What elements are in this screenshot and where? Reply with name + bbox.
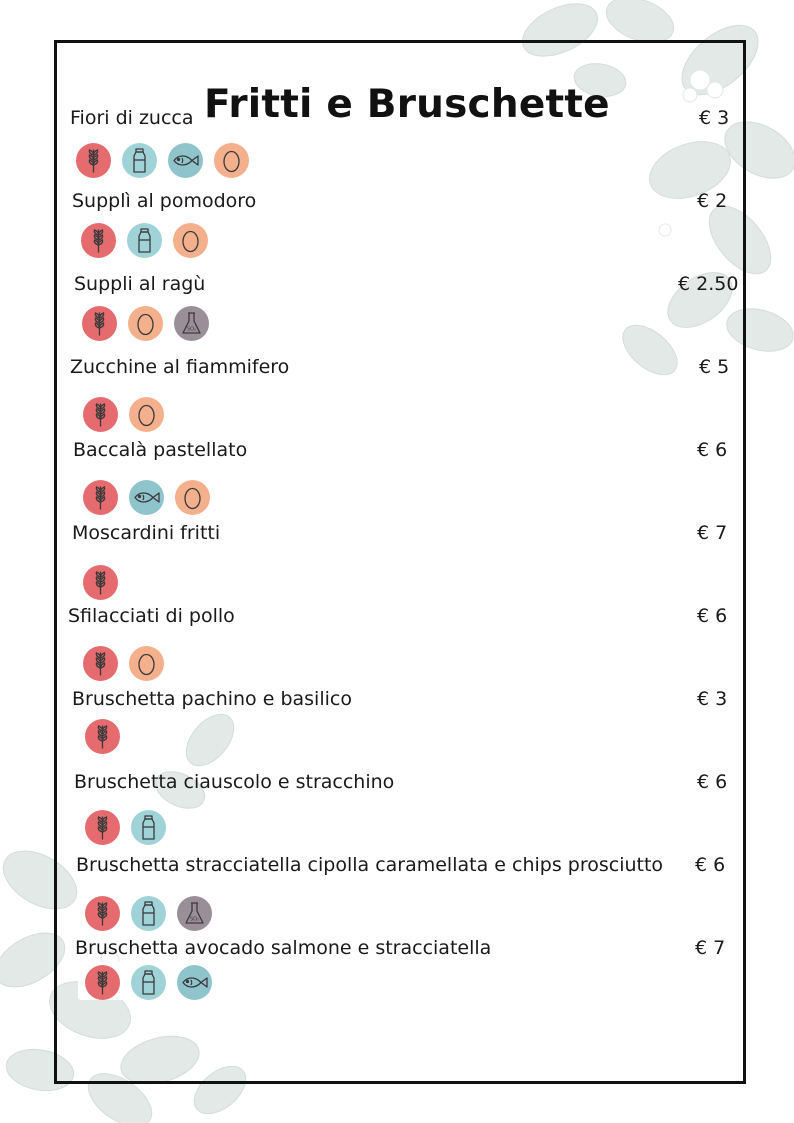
- menu-item: Sfilacciati di pollo € 6: [0, 0, 794, 681]
- milk-icon: [131, 810, 166, 845]
- menu-item-name: Supplì al pomodoro: [72, 190, 257, 212]
- menu-item: Bruschetta ciauscolo e stracchino € 6: [0, 0, 794, 846]
- egg-icon: [129, 646, 164, 681]
- menu-item: Zucchine al fiammifero € 5: [0, 0, 794, 432]
- fish-icon: [168, 143, 203, 178]
- menu-item: Suppli al ragù € 2.50 SO₂: [0, 0, 794, 341]
- menu-item: Bruschetta stracciatella cipolla caramel…: [0, 0, 794, 931]
- menu-item-price: € 6: [697, 605, 728, 627]
- sulphite-icon: SO₂: [177, 896, 212, 931]
- menu-item-name: Fiori di zucca: [70, 107, 194, 129]
- egg-icon: [173, 223, 208, 258]
- menu-item-price: € 2.50: [678, 273, 739, 295]
- menu-item-price: € 6: [697, 771, 728, 793]
- egg-icon: [214, 143, 249, 178]
- menu-item: Baccalà pastellato € 6: [0, 0, 794, 515]
- gluten-icon: [85, 719, 120, 754]
- gluten-icon: [81, 223, 116, 258]
- menu-frame: [54, 40, 746, 1084]
- sulphite-icon: SO₂: [174, 306, 209, 341]
- egg-icon: [129, 397, 164, 432]
- gluten-icon: [83, 565, 118, 600]
- menu-item-name: Bruschetta pachino e basilico: [72, 688, 352, 710]
- gluten-icon: [83, 646, 118, 681]
- menu-item-name: Bruschetta stracciatella cipolla caramel…: [76, 854, 664, 876]
- milk-icon: [122, 143, 157, 178]
- menu-item-name: Moscardini fritti: [72, 522, 221, 544]
- egg-icon: [175, 480, 210, 515]
- svg-text:SO₂: SO₂: [187, 327, 196, 333]
- menu-item-name: Bruschetta avocado salmone e stracciatel…: [75, 937, 492, 959]
- gluten-icon: [82, 306, 117, 341]
- menu-item-price: € 5: [699, 356, 730, 378]
- menu-item-price: € 3: [697, 688, 728, 710]
- menu-item-price: € 2: [697, 190, 728, 212]
- milk-icon: [127, 223, 162, 258]
- gluten-icon: [76, 143, 111, 178]
- fish-icon: [177, 965, 212, 1000]
- menu-item-price: € 7: [695, 937, 726, 959]
- menu-item: Bruschetta avocado salmone e stracciatel…: [0, 0, 794, 1000]
- menu-item-price: € 3: [699, 107, 730, 129]
- svg-text:SO₂: SO₂: [190, 917, 199, 923]
- gluten-icon: [85, 810, 120, 845]
- menu-item: Fiori di zucca € 3: [0, 0, 794, 178]
- menu-item: Supplì al pomodoro € 2: [0, 0, 794, 258]
- menu-item-price: € 6: [695, 854, 726, 876]
- page-title: Fritti e Bruschette: [204, 82, 610, 127]
- menu-item: Bruschetta pachino e basilico € 3: [0, 0, 794, 754]
- menu-item-name: Sfilacciati di pollo: [68, 605, 235, 627]
- gluten-icon: [83, 480, 118, 515]
- menu-item-price: € 7: [697, 522, 728, 544]
- menu-item-price: € 6: [697, 439, 728, 461]
- milk-icon: [131, 965, 166, 1000]
- menu-item-name: Suppli al ragù: [74, 273, 206, 295]
- gluten-icon: [85, 965, 120, 1000]
- milk-icon: [131, 896, 166, 931]
- menu-item-name: Baccalà pastellato: [73, 439, 248, 461]
- fish-icon: [129, 480, 164, 515]
- gluten-icon: [85, 896, 120, 931]
- menu-item-name: Bruschetta ciauscolo e stracchino: [74, 771, 395, 793]
- egg-icon: [128, 306, 163, 341]
- gluten-icon: [83, 397, 118, 432]
- menu-item-name: Zucchine al fiammifero: [70, 356, 290, 378]
- menu-item: Moscardini fritti € 7: [0, 0, 794, 600]
